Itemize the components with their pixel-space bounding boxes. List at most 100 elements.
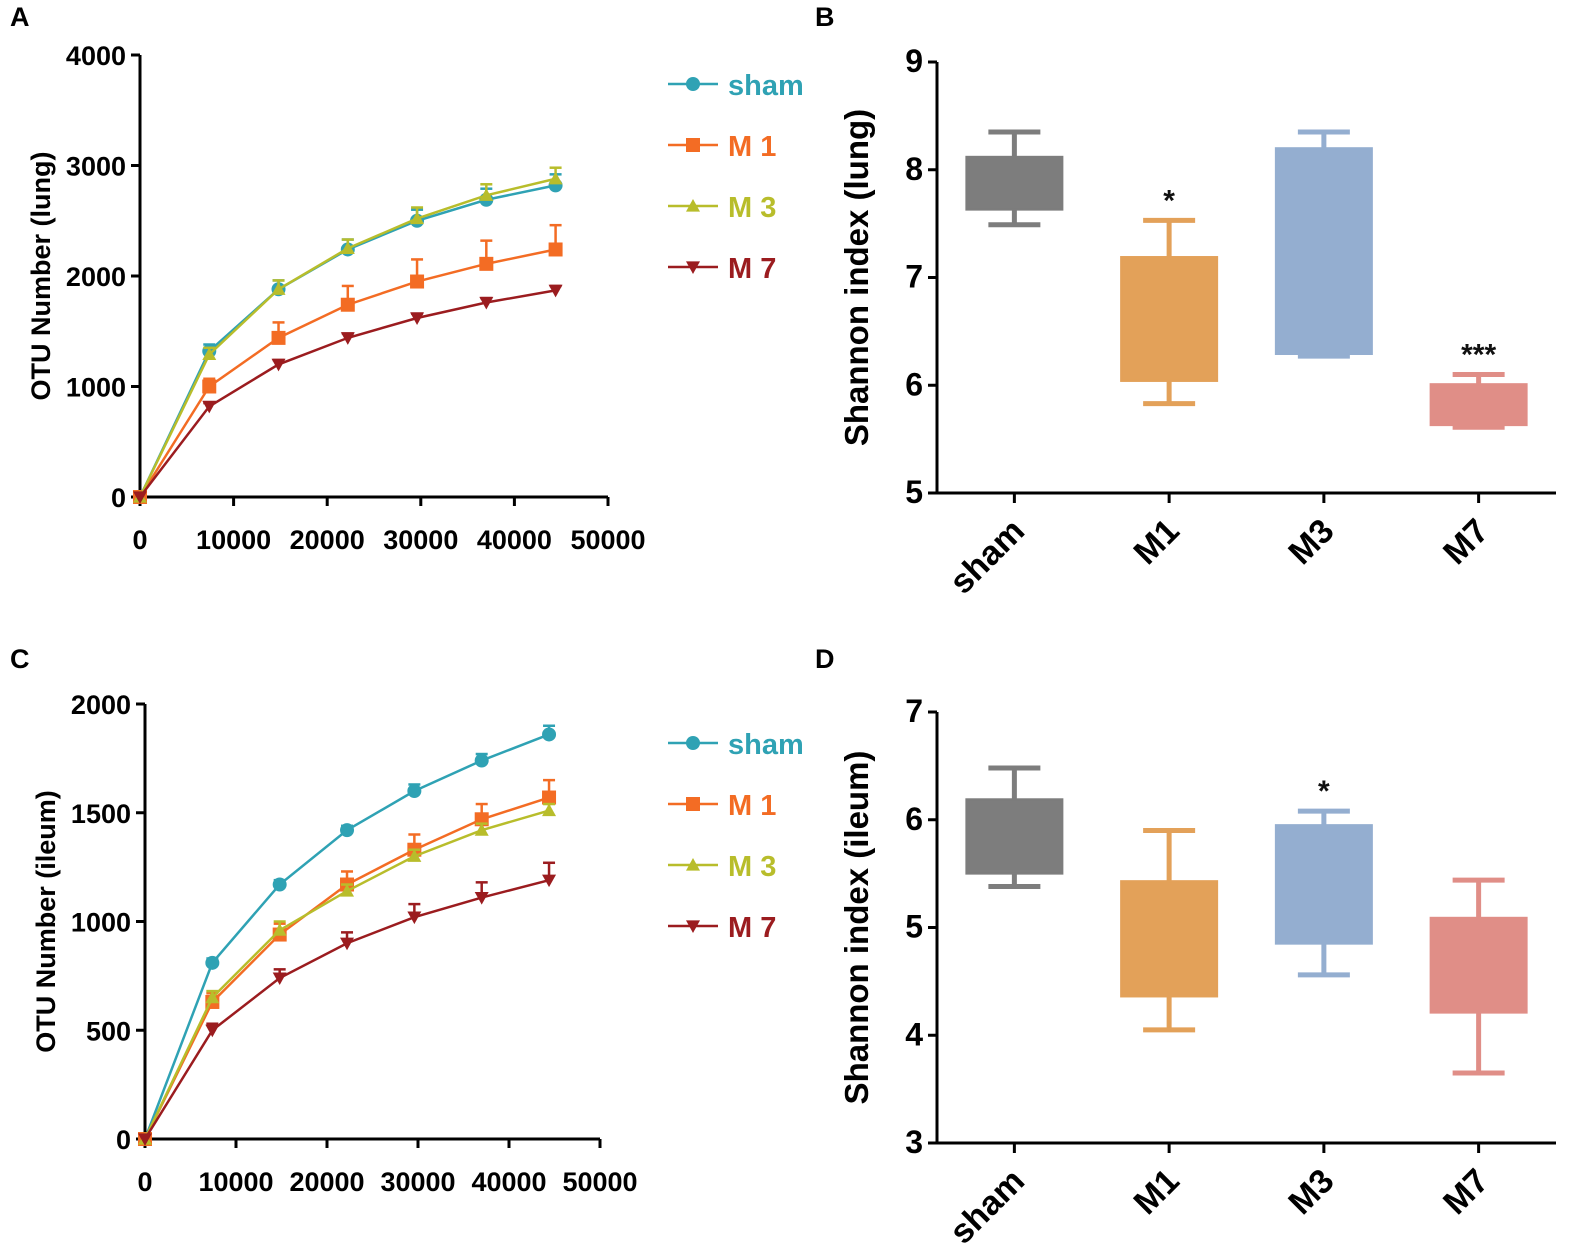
y-tick-label: 3 xyxy=(905,1124,923,1160)
box-m1 xyxy=(1120,217,1219,407)
x-tick-label: 20000 xyxy=(289,1167,364,1197)
legend-marker-sham xyxy=(686,736,700,750)
data-point-m7 xyxy=(340,332,355,345)
data-point-m7 xyxy=(202,400,217,414)
panel-c: C 0 500 1000 1500 2000 OTU Number (ileum) 0 1000… xyxy=(10,644,804,1197)
data-point-sham xyxy=(474,753,489,768)
legend-label-m1: M 1 xyxy=(728,131,776,163)
y-tick-label: 3000 xyxy=(66,152,126,182)
legend-marker-m1 xyxy=(686,138,700,152)
box-body xyxy=(1274,147,1373,356)
box-body xyxy=(1429,916,1528,1014)
panel-label: C xyxy=(10,644,30,674)
box-body xyxy=(1429,383,1528,427)
y-tick-label: 9 xyxy=(905,43,923,79)
data-point-m3 xyxy=(548,171,563,185)
y-tick-label: 4000 xyxy=(66,41,126,71)
x-tick-label: 50000 xyxy=(562,1167,637,1197)
x-tick-label: 30000 xyxy=(380,1167,455,1197)
legend-label-m7: M 7 xyxy=(728,253,776,285)
data-point-m7 xyxy=(272,972,287,986)
box-body xyxy=(1120,880,1219,998)
data-point-m7 xyxy=(133,491,147,504)
x-tick-label: 50000 xyxy=(570,525,645,555)
panel-label: B xyxy=(815,2,835,32)
legend-marker-m1 xyxy=(686,797,700,811)
significance-marker: * xyxy=(1163,184,1175,217)
data-point-sham xyxy=(340,823,355,838)
y-tick-label: 7 xyxy=(905,693,923,729)
box-body xyxy=(1274,824,1373,945)
y-tick-label: 1000 xyxy=(66,373,126,403)
data-point-m3 xyxy=(340,884,355,897)
legend-marker-m7 xyxy=(686,261,700,274)
data-point-m3 xyxy=(407,849,422,862)
x-tick-label: 40000 xyxy=(471,1167,546,1197)
x-tick-label: 10000 xyxy=(198,1167,273,1197)
y-tick-label: 6 xyxy=(905,801,923,837)
y-tick-label: 2000 xyxy=(66,262,126,292)
legend-marker-m3 xyxy=(686,199,700,212)
data-point-m7 xyxy=(271,358,286,372)
x-tick-label: 40000 xyxy=(477,525,552,555)
box-sham xyxy=(965,765,1064,890)
x-tick-label: 0 xyxy=(132,525,147,555)
y-axis-label: OTU Number (ileum) xyxy=(31,790,61,1053)
y-tick-label: 8 xyxy=(905,151,923,187)
data-point-sham xyxy=(407,784,422,798)
panel-a: A 0 1000 2000 3000 4000 OTU Number (lung) 0 1000… xyxy=(10,2,804,555)
data-point-m3 xyxy=(340,241,355,254)
y-axis-label: Shannon index (ileum) xyxy=(838,751,875,1105)
data-point-m3 xyxy=(202,347,217,361)
data-point-sham xyxy=(542,727,557,742)
data-point-m3 xyxy=(479,188,494,201)
data-point-m3 xyxy=(271,282,286,295)
x-tick-label: 0 xyxy=(137,1167,152,1197)
x-tick-label: 30000 xyxy=(383,525,458,555)
y-tick-label: 6 xyxy=(905,366,923,402)
panel-label: D xyxy=(815,644,835,674)
data-point-m1 xyxy=(271,330,286,345)
x-tick-label: 10000 xyxy=(196,525,271,555)
y-tick-label: 7 xyxy=(905,259,923,295)
legend-label-m1: M 1 xyxy=(728,790,776,822)
y-tick-label: 0 xyxy=(111,483,126,513)
legend-marker-m3 xyxy=(686,858,700,871)
legend-label-m7: M 7 xyxy=(728,912,776,944)
data-point-m7 xyxy=(548,284,563,298)
data-point-m7 xyxy=(205,1024,220,1038)
data-point-m7 xyxy=(407,911,422,925)
y-tick-label: 4 xyxy=(905,1016,923,1052)
data-point-m3 xyxy=(410,211,425,225)
data-point-m7 xyxy=(138,1133,152,1146)
data-point-sham xyxy=(205,955,220,970)
significance-marker: *** xyxy=(1461,338,1496,371)
y-tick-label: 0 xyxy=(116,1125,131,1155)
legend-label-m3: M 3 xyxy=(728,851,776,883)
box-body xyxy=(965,155,1064,211)
box-m3 xyxy=(1274,129,1373,359)
box-body xyxy=(965,798,1064,875)
data-point-m1 xyxy=(479,256,494,271)
y-tick-label: 500 xyxy=(86,1016,131,1046)
data-point-sham xyxy=(272,877,287,892)
data-point-m3 xyxy=(474,823,489,836)
data-point-m3 xyxy=(542,803,557,817)
box-body xyxy=(1120,256,1219,382)
data-point-m7 xyxy=(479,296,494,310)
legend-marker-sham xyxy=(686,77,700,91)
data-point-m7 xyxy=(340,937,355,951)
box-m7 xyxy=(1429,371,1528,430)
data-point-m3 xyxy=(272,923,287,936)
data-point-m1 xyxy=(410,274,425,289)
data-point-m1 xyxy=(202,379,217,394)
y-axis-label: OTU Number (lung) xyxy=(26,152,56,401)
legend-label-sham: sham xyxy=(728,70,804,102)
significance-marker: * xyxy=(1318,775,1330,808)
box-m7 xyxy=(1429,877,1528,1076)
data-point-m7 xyxy=(474,891,489,905)
data-point-m1 xyxy=(548,242,563,257)
y-tick-label: 2000 xyxy=(71,690,131,720)
